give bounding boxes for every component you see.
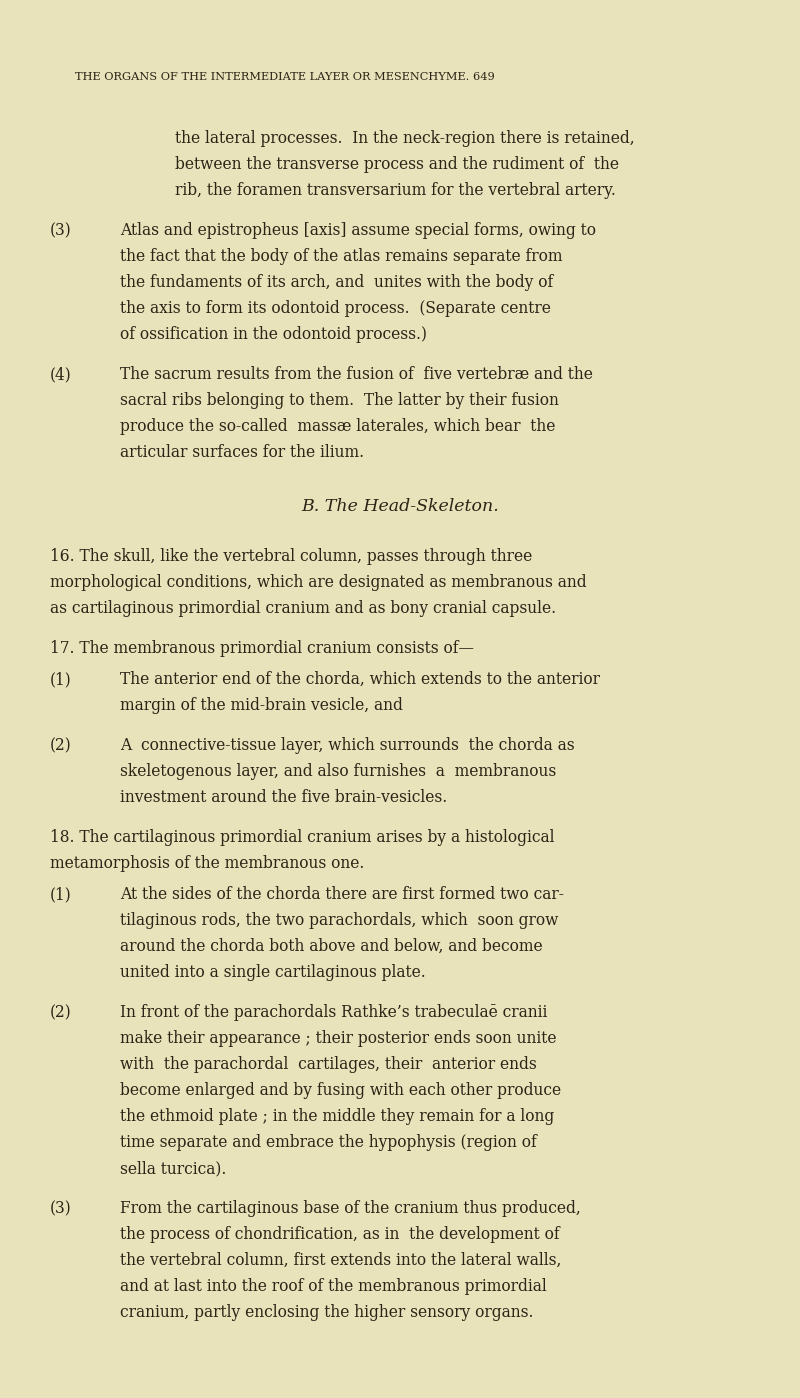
Text: the fact that the body of the atlas remains separate from: the fact that the body of the atlas rema… — [120, 247, 562, 266]
Text: (4): (4) — [50, 366, 72, 383]
Text: united into a single cartilaginous plate.: united into a single cartilaginous plate… — [120, 965, 426, 981]
Text: cranium, partly enclosing the higher sensory organs.: cranium, partly enclosing the higher sen… — [120, 1304, 534, 1321]
Text: The anterior end of the chorda, which extends to the anterior: The anterior end of the chorda, which ex… — [120, 671, 600, 688]
Text: sacral ribs belonging to them.  The latter by their fusion: sacral ribs belonging to them. The latte… — [120, 391, 559, 410]
Text: make their appearance ; their posterior ends soon unite: make their appearance ; their posterior … — [120, 1030, 557, 1047]
Text: (2): (2) — [50, 1004, 72, 1021]
Text: the ethmoid plate ; in the middle they remain for a long: the ethmoid plate ; in the middle they r… — [120, 1109, 554, 1125]
Text: the vertebral column, first extends into the lateral walls,: the vertebral column, first extends into… — [120, 1253, 562, 1269]
Text: (3): (3) — [50, 222, 72, 239]
Text: In front of the parachordals Rathke’s trabeculaē cranii: In front of the parachordals Rathke’s tr… — [120, 1004, 547, 1021]
Text: of ossification in the odontoid process.): of ossification in the odontoid process.… — [120, 326, 427, 343]
Text: metamorphosis of the membranous one.: metamorphosis of the membranous one. — [50, 856, 364, 872]
Text: produce the so-called  massæ laterales, which bear  the: produce the so-called massæ laterales, w… — [120, 418, 555, 435]
Text: (1): (1) — [50, 671, 72, 688]
Text: around the chorda both above and below, and become: around the chorda both above and below, … — [120, 938, 542, 955]
Text: articular surfaces for the ilium.: articular surfaces for the ilium. — [120, 445, 364, 461]
Text: skeletogenous layer, and also furnishes  a  membranous: skeletogenous layer, and also furnishes … — [120, 763, 556, 780]
Text: margin of the mid-brain vesicle, and: margin of the mid-brain vesicle, and — [120, 698, 403, 714]
Text: between the transverse process and the rudiment of  the: between the transverse process and the r… — [175, 157, 619, 173]
Text: time separate and embrace the hypophysis (region of: time separate and embrace the hypophysis… — [120, 1134, 537, 1151]
Text: A  connective-tissue layer, which surrounds  the chorda as: A connective-tissue layer, which surroun… — [120, 737, 574, 754]
Text: (1): (1) — [50, 886, 72, 903]
Text: 16. The skull, like the vertebral column, passes through three: 16. The skull, like the vertebral column… — [50, 548, 532, 565]
Text: 18. The cartilaginous primordial cranium arises by a histological: 18. The cartilaginous primordial cranium… — [50, 829, 554, 846]
Text: tilaginous rods, the two parachordals, which  soon grow: tilaginous rods, the two parachordals, w… — [120, 911, 558, 930]
Text: THE ORGANS OF THE INTERMEDIATE LAYER OR MESENCHYME. 649: THE ORGANS OF THE INTERMEDIATE LAYER OR … — [75, 73, 494, 82]
Text: (2): (2) — [50, 737, 72, 754]
Text: the process of chondrification, as in  the development of: the process of chondrification, as in th… — [120, 1226, 560, 1243]
Text: Atlas and epistropheus [axis] assume special forms, owing to: Atlas and epistropheus [axis] assume spe… — [120, 222, 596, 239]
Text: 17. The membranous primordial cranium consists of—: 17. The membranous primordial cranium co… — [50, 640, 474, 657]
Text: become enlarged and by fusing with each other produce: become enlarged and by fusing with each … — [120, 1082, 561, 1099]
Text: investment around the five brain-vesicles.: investment around the five brain-vesicle… — [120, 788, 447, 807]
Text: the fundaments of its arch, and  unites with the body of: the fundaments of its arch, and unites w… — [120, 274, 554, 291]
Text: the lateral processes.  In the neck-region there is retained,: the lateral processes. In the neck-regio… — [175, 130, 634, 147]
Text: The sacrum results from the fusion of  five vertebræ and the: The sacrum results from the fusion of fi… — [120, 366, 593, 383]
Text: sella turcica).: sella turcica). — [120, 1160, 226, 1177]
Text: B. The Head-Skeleton.: B. The Head-Skeleton. — [301, 498, 499, 514]
Text: At the sides of the chorda there are first formed two car-: At the sides of the chorda there are fir… — [120, 886, 564, 903]
Text: (3): (3) — [50, 1199, 72, 1218]
Text: rib, the foramen transversarium for the vertebral artery.: rib, the foramen transversarium for the … — [175, 182, 616, 199]
Text: with  the parachordal  cartilages, their  anterior ends: with the parachordal cartilages, their a… — [120, 1055, 537, 1074]
Text: as cartilaginous primordial cranium and as bony cranial capsule.: as cartilaginous primordial cranium and … — [50, 600, 556, 617]
Text: the axis to form its odontoid process.  (Separate centre: the axis to form its odontoid process. (… — [120, 301, 551, 317]
Text: From the cartilaginous base of the cranium thus produced,: From the cartilaginous base of the crani… — [120, 1199, 581, 1218]
Text: and at last into the roof of the membranous primordial: and at last into the roof of the membran… — [120, 1278, 546, 1295]
Text: morphological conditions, which are designated as membranous and: morphological conditions, which are desi… — [50, 575, 586, 591]
